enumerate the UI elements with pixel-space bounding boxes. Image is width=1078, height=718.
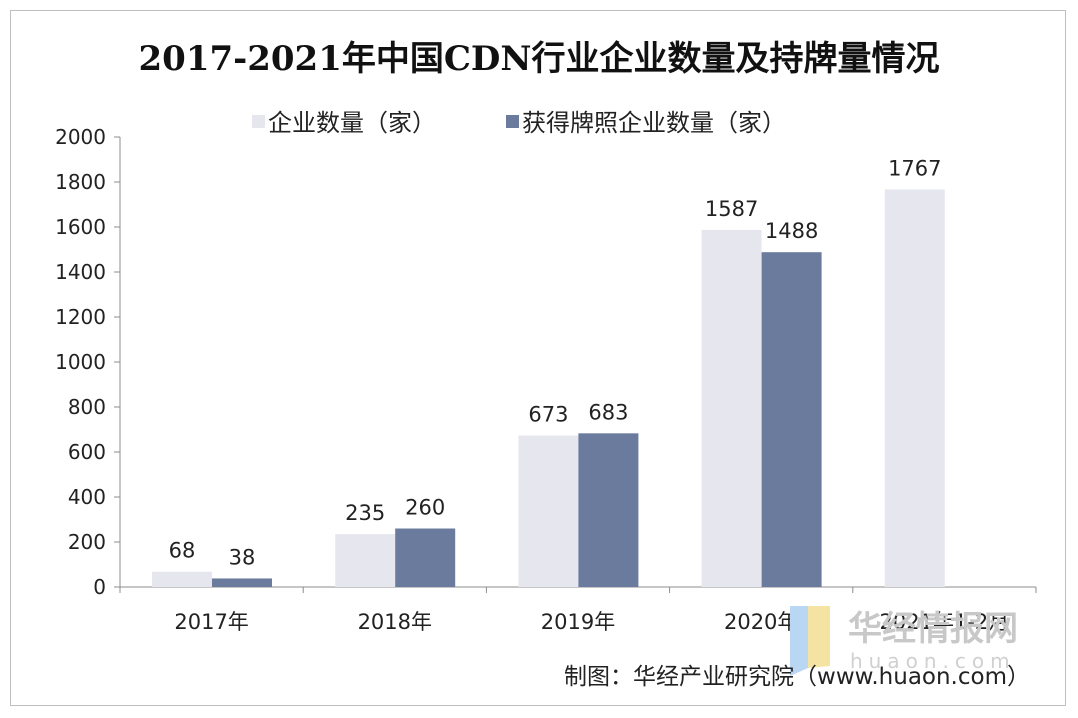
data-label: 673 — [528, 403, 568, 427]
legend-label-series-1: 企业数量（家） — [268, 109, 436, 137]
data-label: 1767 — [888, 156, 941, 180]
y-tick-label: 800 — [68, 395, 106, 419]
data-label: 683 — [588, 400, 628, 424]
x-tick-label: 2019年 — [541, 610, 615, 634]
bar-series-2 — [761, 252, 822, 587]
bars — [152, 189, 945, 588]
y-tick-label: 1800 — [55, 170, 106, 194]
y-tick-label: 1400 — [55, 260, 106, 284]
watermark-logo-blue — [790, 606, 808, 676]
y-tick-label: 200 — [68, 530, 106, 554]
bar-series-1 — [335, 534, 396, 587]
bar-series-1 — [884, 189, 945, 588]
legend-swatch-series-1 — [252, 115, 265, 128]
data-label: 260 — [405, 496, 445, 520]
data-label: 1488 — [765, 219, 818, 243]
source-note: 制图：华经产业研究院（www.huaon.com） — [564, 664, 1030, 690]
legend-swatch-series-2 — [506, 115, 519, 128]
y-tick-label: 2000 — [55, 125, 106, 149]
bar-series-2 — [395, 528, 456, 587]
y-tick-label: 1600 — [55, 215, 106, 239]
watermark-sub: huaon.com — [850, 649, 1016, 673]
y-tick-label: 1000 — [55, 350, 106, 374]
bar-series-1 — [152, 571, 212, 587]
data-label: 38 — [229, 545, 256, 569]
data-label: 235 — [345, 501, 385, 525]
y-tick-label: 1200 — [55, 305, 106, 329]
y-tick-label: 0 — [93, 575, 106, 599]
data-label: 68 — [169, 539, 196, 563]
x-tick-label: 2017年 — [174, 610, 248, 634]
bar-series-2 — [578, 433, 639, 587]
x-tick-label: 2018年 — [358, 610, 432, 634]
bar-series-1 — [701, 229, 762, 588]
legend-label-series-2: 获得牌照企业数量（家） — [522, 109, 786, 137]
chart-title: 2017-2021年中国CDN行业企业数量及持牌量情况 — [139, 39, 940, 79]
watermark: 华经情报网 huaon.com — [790, 606, 1018, 676]
bar-series-1 — [518, 435, 579, 587]
bar-series-2 — [212, 578, 272, 587]
watermark-text: 华经情报网 — [848, 609, 1018, 649]
x-tick-label: 2020年 — [724, 610, 798, 634]
axes: 0 200 400 600 800 1000 1200 1400 1600 1800 2000 201… — [55, 125, 1037, 634]
y-tick-label: 600 — [68, 440, 106, 464]
y-tick-label: 400 — [68, 485, 106, 509]
legend: 企业数量（家） 获得牌照企业数量（家） — [252, 109, 786, 137]
data-labels: 68 235 673 1587 1767 38 260 683 1488 — [169, 156, 942, 569]
watermark-logo-yellow — [808, 606, 830, 668]
data-label: 1587 — [705, 197, 758, 221]
x-tick-label: 2021年1-2月 — [880, 610, 1010, 634]
